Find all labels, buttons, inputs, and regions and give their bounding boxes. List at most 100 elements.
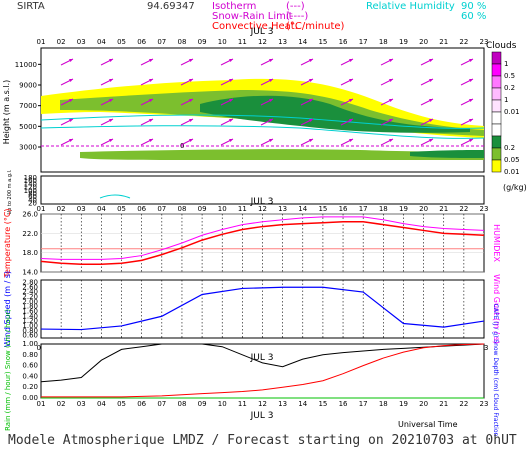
wind-tick-label: 1.40 <box>22 312 38 320</box>
wind-tick-label: 1.20 <box>22 317 38 325</box>
wind-tick-label: 0.80 <box>22 327 38 335</box>
colorbar-swatch <box>491 111 502 125</box>
height-tick-label: 9000 <box>19 82 37 90</box>
wind-tick-label: 2.40 <box>22 288 38 296</box>
hour-tick-label: 16 <box>339 205 348 213</box>
rh-contour <box>40 114 485 129</box>
temperature-axis-label: Temperature (°C) <box>3 208 12 278</box>
hour-tick-label: 01 <box>37 38 46 46</box>
hour-tick-label: 20 <box>419 38 428 46</box>
wind-tick-label: 2.00 <box>22 298 38 306</box>
legend-label: Isotherm <box>212 1 256 12</box>
legend-value: (----) <box>286 11 308 22</box>
hour-tick-label: 07 <box>157 205 166 213</box>
date-label-top: JUL 3 <box>250 27 274 37</box>
wind-arrow-head <box>349 59 353 62</box>
hour-tick-label: 05 <box>117 400 126 408</box>
wind-arrow-head <box>69 119 73 122</box>
precip-tick-label: 0.60 <box>22 362 38 370</box>
hour-tick-label: 14 <box>298 400 307 408</box>
wind-tick-label: 1.00 <box>22 322 38 330</box>
date-label-mid: JUL 3 <box>250 197 274 207</box>
wind-arrow-head <box>269 59 273 62</box>
hour-tick-label: 07 <box>157 400 166 408</box>
rh-contour-low <box>99 194 131 199</box>
hour-tick-label: 09 <box>198 205 207 213</box>
wind-arrow-head <box>229 59 233 62</box>
height-tick-label: 3000 <box>19 144 37 152</box>
hour-tick-label: 17 <box>359 400 368 408</box>
hour-tick-label: 18 <box>379 205 388 213</box>
hour-tick-label: 22 <box>459 38 468 46</box>
legend-label: Snow-Rain Limit <box>212 11 293 22</box>
low-height-tick-label: 180 <box>24 174 37 182</box>
colorbar-tick-label: 0.05 <box>504 156 520 164</box>
wind-arrow-head <box>229 119 233 122</box>
wind-arrow-head <box>429 59 433 62</box>
colorbar-swatch <box>491 123 502 137</box>
temperature-tick-label: 14.0 <box>22 269 38 277</box>
hour-tick-label: 19 <box>399 38 408 46</box>
hour-tick-label: 15 <box>318 38 327 46</box>
wind-arrow-head <box>189 119 193 122</box>
hour-tick-label: 08 <box>177 205 186 213</box>
hour-tick-label: 07 <box>157 38 166 46</box>
colorbar-swatch <box>491 75 502 89</box>
wind-arrow-head <box>269 139 273 142</box>
hour-tick-label: 20 <box>419 205 428 213</box>
temperature-tick-label: 18.0 <box>22 249 38 257</box>
wind-arrow-head <box>309 59 313 62</box>
wind-arrow-head <box>189 99 193 102</box>
wind-tick-label: 2.80 <box>22 278 38 286</box>
low-height-tick-label: 160 <box>24 177 37 185</box>
hour-tick-label: 03 <box>77 205 86 213</box>
hour-tick-label: 19 <box>399 400 408 408</box>
wind-speed-axis-label: Wind Speed (m / s) <box>3 271 12 347</box>
precip-tick-label: 1.00 <box>22 340 38 348</box>
colorbar-tick-label: 1 <box>504 60 508 68</box>
precip-series-line <box>40 343 485 383</box>
hour-tick-label: 12 <box>258 400 267 408</box>
hour-tick-label: 22 <box>459 205 468 213</box>
hour-tick-label: 23 <box>480 400 489 408</box>
wind-arrow-head <box>69 79 73 82</box>
hour-tick-label: 11 <box>238 205 247 213</box>
wind-tick-label: 1.60 <box>22 307 38 315</box>
wind-arrow-head <box>109 139 113 142</box>
wind-arrow-head <box>389 59 393 62</box>
hour-tick-label: 03 <box>77 38 86 46</box>
hour-tick-label: 04 <box>97 400 106 408</box>
hour-tick-label: 09 <box>198 400 207 408</box>
hour-tick-label: 16 <box>339 38 348 46</box>
wind-arrow-head <box>389 79 393 82</box>
wind-arrow-head <box>229 79 233 82</box>
hour-tick-label: 14 <box>298 205 307 213</box>
wind-arrow-head <box>469 59 473 62</box>
wind-arrow-head <box>69 99 73 102</box>
hour-tick-label: 06 <box>137 205 146 213</box>
colorbar-tick-label: 0.2 <box>504 144 515 152</box>
hour-tick-label: 21 <box>439 38 448 46</box>
hour-tick-label: 17 <box>359 38 368 46</box>
hour-tick-label: 04 <box>97 205 106 213</box>
wind-arrow-head <box>429 99 433 102</box>
wind-arrow-head <box>469 139 473 142</box>
hour-tick-label: 10 <box>218 205 227 213</box>
cape-axis-label: CAPE (J / g) Snow Depth (cm) Cloud Fract… <box>492 304 499 437</box>
hour-tick-label: 10 <box>218 38 227 46</box>
wind-arrow-head <box>389 119 393 122</box>
low-height-tick-label: 100 <box>24 187 37 195</box>
wind-arrow-head <box>69 139 73 142</box>
wind-panel: 2.802.602.402.202.001.801.601.401.201.00… <box>3 271 501 352</box>
hour-tick-label: 02 <box>57 400 66 408</box>
colorbar-swatch <box>491 99 502 113</box>
colorbar-swatch <box>491 87 502 101</box>
wind-arrow-head <box>109 59 113 62</box>
wind-arrow-head <box>349 119 353 122</box>
station-name: SIRTA <box>17 1 45 12</box>
rh-value-high: 90 % <box>461 1 486 12</box>
wind-arrow-head <box>109 79 113 82</box>
height-tick-label: 11000 <box>15 61 37 69</box>
